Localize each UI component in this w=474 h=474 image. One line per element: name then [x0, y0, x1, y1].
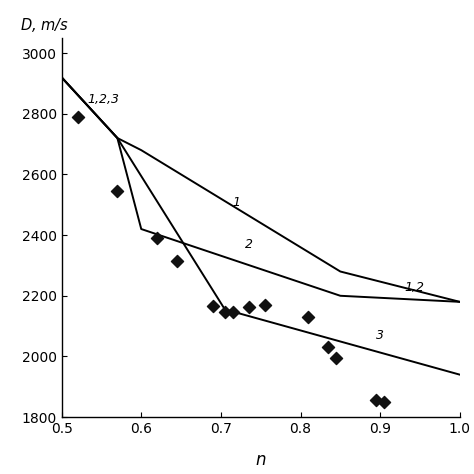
Point: [173, 257, 181, 264]
Point: [229, 308, 237, 315]
Text: 1: 1: [233, 196, 241, 210]
Point: [325, 344, 332, 351]
Text: $D$, m/s: $D$, m/s: [20, 16, 69, 34]
Point: [333, 354, 340, 362]
Point: [261, 301, 268, 309]
Text: $n$: $n$: [255, 451, 266, 469]
Point: [373, 397, 380, 404]
Text: 1,2: 1,2: [404, 281, 424, 294]
Point: [380, 398, 388, 406]
Text: 3: 3: [376, 329, 384, 342]
Text: 1,2,3: 1,2,3: [87, 93, 119, 106]
Point: [114, 187, 121, 195]
Point: [154, 234, 161, 242]
Point: [245, 303, 253, 311]
Point: [305, 313, 312, 321]
Point: [221, 309, 228, 316]
Point: [74, 113, 82, 120]
Text: 2: 2: [245, 238, 253, 251]
Point: [209, 302, 217, 310]
